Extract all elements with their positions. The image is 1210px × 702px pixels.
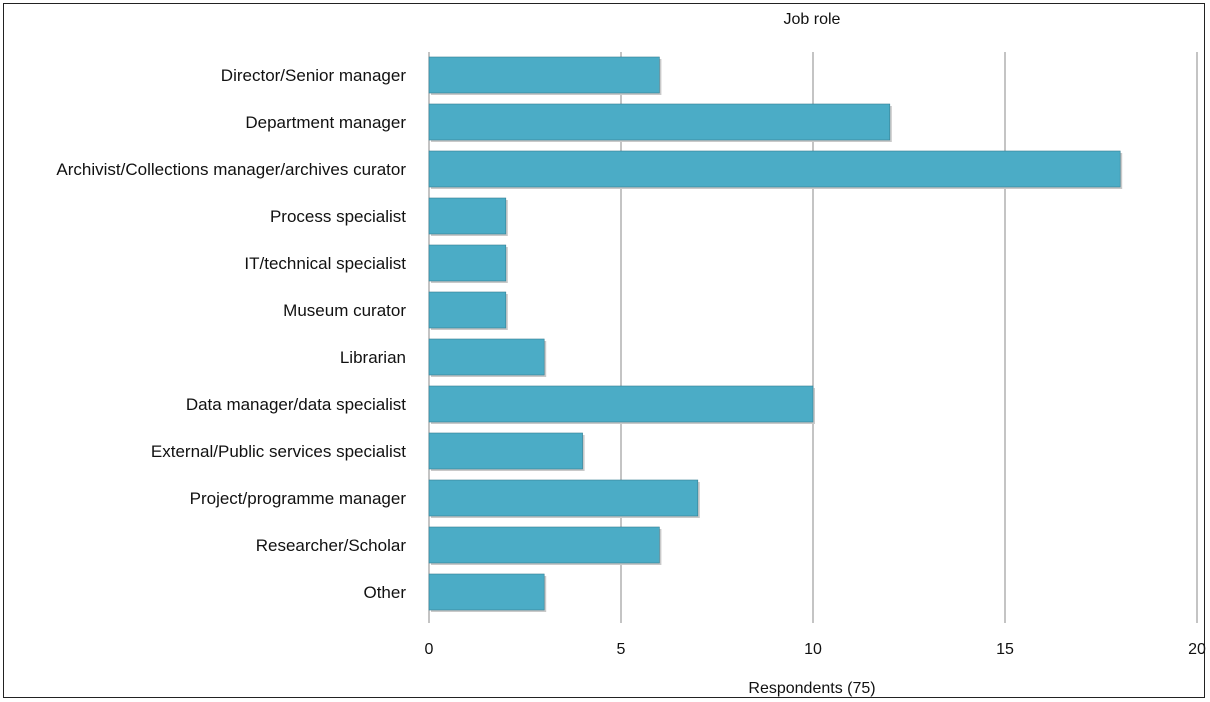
bar <box>428 385 814 423</box>
x-tick-label: 0 <box>425 641 434 658</box>
x-axis-label: Respondents (75) <box>748 680 875 697</box>
bar <box>428 479 699 517</box>
category-labels: Director/Senior manager Department manage… <box>56 66 406 602</box>
category-label: IT/technical specialist <box>244 254 406 273</box>
category-label: External/Public services specialist <box>151 442 406 461</box>
category-label: Librarian <box>340 348 406 367</box>
category-label: Department manager <box>245 113 406 132</box>
bar <box>428 150 1121 188</box>
category-label: Director/Senior manager <box>221 66 407 85</box>
bar <box>428 197 507 235</box>
bar <box>428 291 507 329</box>
x-tick-label: 20 <box>1188 641 1206 658</box>
x-tick-label: 15 <box>996 641 1014 658</box>
category-label: Process specialist <box>270 207 406 226</box>
bars <box>428 56 1123 612</box>
category-label: Museum curator <box>283 301 406 320</box>
category-label: Other <box>363 583 406 602</box>
category-label: Researcher/Scholar <box>256 536 407 555</box>
x-tick-labels: 0 5 10 15 20 <box>425 641 1206 658</box>
bar <box>428 573 545 611</box>
x-tick-label: 10 <box>804 641 822 658</box>
bar <box>428 56 660 94</box>
bar <box>428 338 545 376</box>
x-tick-label: 5 <box>617 641 626 658</box>
category-label: Archivist/Collections manager/archives c… <box>56 160 406 179</box>
bar <box>428 103 891 141</box>
category-label: Data manager/data specialist <box>186 395 406 414</box>
bar <box>428 244 507 282</box>
bar <box>428 526 660 564</box>
bar <box>428 432 583 470</box>
category-label: Project/programme manager <box>190 489 407 508</box>
chart-title: Job role <box>784 11 841 28</box>
